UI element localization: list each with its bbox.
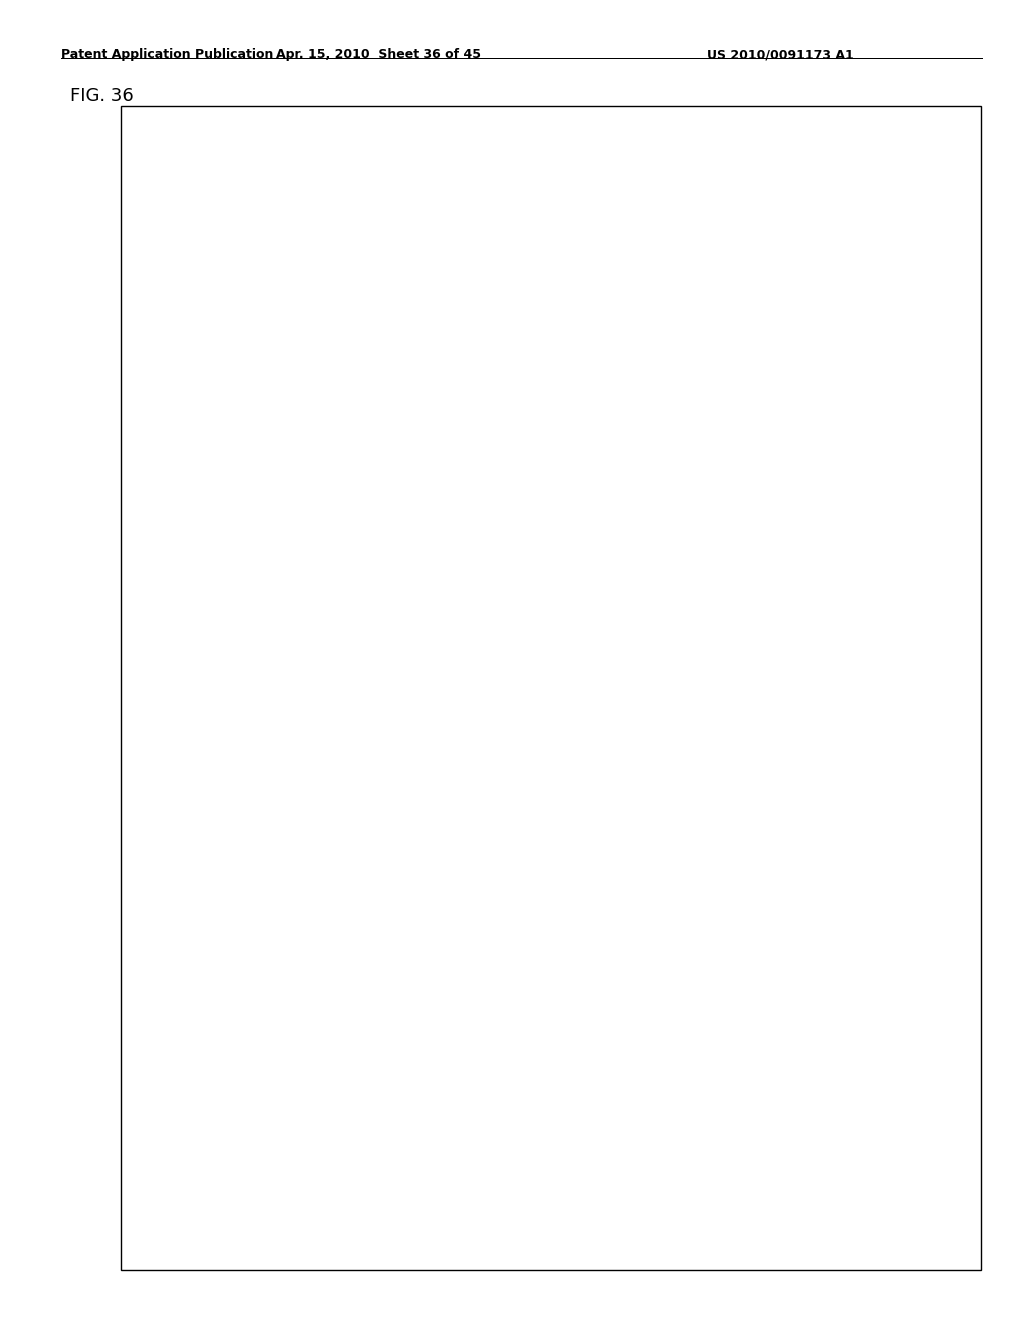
Text: Dec= 0.450: Dec= 0.450 bbox=[263, 865, 335, 874]
Text: F-line: F-line bbox=[749, 1204, 781, 1216]
Text: d-line: d-line bbox=[749, 1177, 782, 1191]
Text: Dec= 0.0: Dec= 0.0 bbox=[263, 227, 319, 238]
Text: 0.05: 0.05 bbox=[676, 473, 698, 482]
Text: C-line: C-line bbox=[749, 1229, 782, 1242]
Text: Patent Application Publication: Patent Application Publication bbox=[61, 49, 273, 61]
Text: Dec= 0.450: Dec= 0.450 bbox=[263, 714, 335, 723]
Text: 0.05: 0.05 bbox=[676, 958, 698, 969]
Text: Dec= 0.0: Dec= 0.0 bbox=[263, 529, 319, 539]
Text: 0.05: 0.05 bbox=[676, 808, 698, 817]
Text: 0.75 FA: 0.75 FA bbox=[263, 195, 309, 206]
Text: -0.05: -0.05 bbox=[676, 400, 702, 411]
Text: 0.05: 0.05 bbox=[676, 322, 698, 331]
Text: 0.75 FA: 0.75 FA bbox=[263, 682, 309, 692]
Text: 0.00 FA: 0.00 FA bbox=[263, 347, 309, 356]
Text: 0.05: 0.05 bbox=[676, 657, 698, 667]
Text: -1.00: -1.00 bbox=[359, 1148, 390, 1162]
Text: FIG. 36: FIG. 36 bbox=[70, 87, 133, 106]
Text: 0.00 FA: 0.00 FA bbox=[263, 833, 309, 843]
Text: 1.00: 1.00 bbox=[946, 1148, 973, 1162]
Text: Apr. 15, 2010  Sheet 36 of 45: Apr. 15, 2010 Sheet 36 of 45 bbox=[276, 49, 481, 61]
Text: -0.05: -0.05 bbox=[676, 1038, 702, 1047]
Text: -0.75 FA: -0.75 FA bbox=[263, 983, 314, 994]
Text: -0.05: -0.05 bbox=[676, 249, 702, 260]
Text: -0.05: -0.05 bbox=[676, 552, 702, 561]
Text: -0.05: -0.05 bbox=[676, 735, 702, 746]
Text: -0.75 FA: -0.75 FA bbox=[263, 498, 314, 507]
Text: US 2010/0091173 A1: US 2010/0091173 A1 bbox=[707, 49, 853, 61]
Text: 0.0: 0.0 bbox=[657, 1148, 676, 1162]
Text: 0.05: 0.05 bbox=[676, 170, 698, 181]
Text: Dec= 0.0: Dec= 0.0 bbox=[263, 379, 319, 388]
Text: -0.05: -0.05 bbox=[676, 887, 702, 896]
Text: Dec= 0.450: Dec= 0.450 bbox=[263, 1015, 335, 1026]
